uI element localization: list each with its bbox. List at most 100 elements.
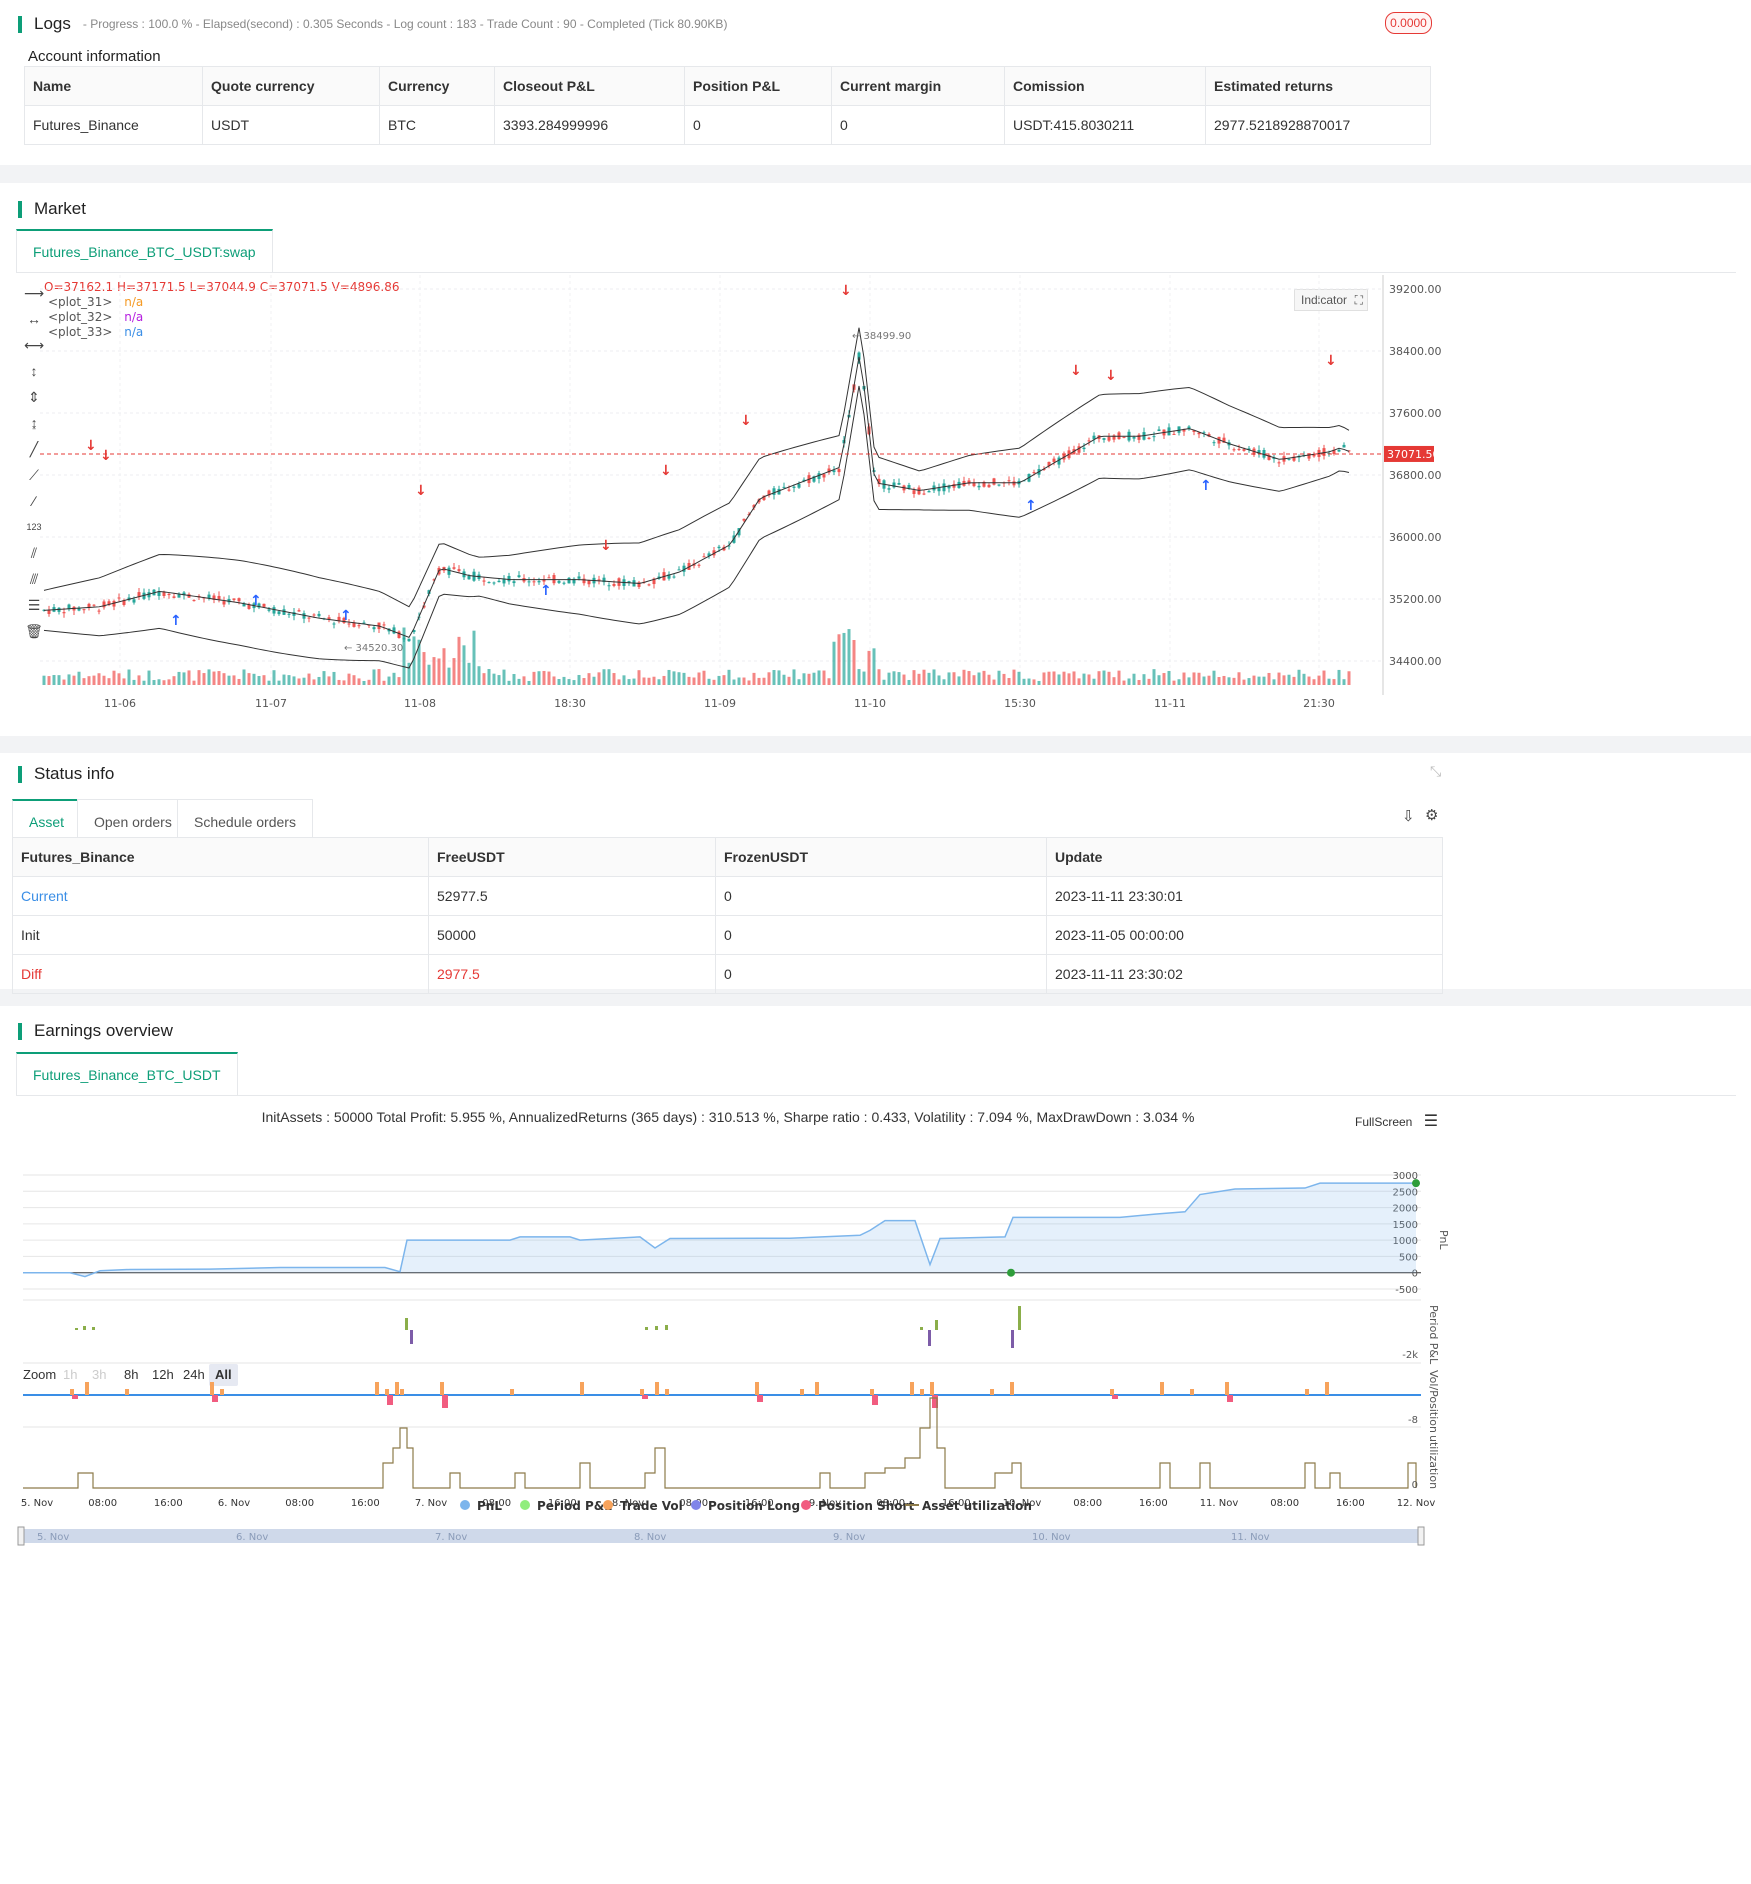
price-tick-label: 38400.00 — [1389, 345, 1442, 358]
volume-bar — [227, 675, 231, 685]
candle-body — [1007, 480, 1011, 482]
volume-bar — [592, 676, 596, 685]
vertical-ray-icon[interactable]: ↕ — [30, 363, 38, 379]
gear-icon[interactable]: ⚙ — [1425, 807, 1439, 824]
volume-bar — [342, 680, 346, 685]
volume-bar — [1307, 676, 1311, 685]
volume-bar — [932, 669, 936, 685]
volume-bar — [247, 673, 251, 685]
candle-body — [727, 545, 731, 547]
ohlc-v-label: V= — [331, 280, 350, 294]
ohlc-readout: O=37162.1 H=37171.5 L=37044.9 C=37071.5 … — [44, 280, 399, 294]
zoom-8h-button[interactable]: 8h — [124, 1367, 139, 1382]
time-tick-label: 16:00 — [1139, 1498, 1168, 1509]
time-tick-label: 08:00 — [482, 1498, 511, 1509]
tab-schedule-orders[interactable]: Schedule orders — [177, 799, 313, 843]
volume-bar — [337, 679, 341, 685]
period-pnl-bar — [410, 1330, 413, 1344]
plot-value: n/a — [124, 295, 144, 309]
fib-lines-icon[interactable]: ⫻ — [29, 571, 39, 587]
candle-body — [1152, 436, 1156, 438]
pnl-tick-label: 1000 — [1393, 1236, 1418, 1247]
volume-bar — [302, 677, 306, 685]
ray-line-icon[interactable]: ⟋ — [29, 467, 39, 483]
tab-market-symbol[interactable]: Futures_Binance_BTC_USDT:swap — [16, 229, 273, 273]
candle-body — [287, 613, 291, 615]
volume-bar — [662, 675, 666, 685]
volume-bar — [1222, 675, 1226, 685]
zoom-1h-button[interactable]: 1h — [63, 1367, 78, 1382]
tab-underline — [16, 272, 1736, 273]
logs-title-text: Logs — [34, 14, 71, 33]
tab-open-orders[interactable]: Open orders — [77, 799, 189, 843]
fullscreen-button[interactable]: FullScreen ☰ — [1355, 1111, 1438, 1131]
tab-earnings-symbol[interactable]: Futures_Binance_BTC_USDT — [16, 1052, 238, 1096]
zoom-12h-button[interactable]: 12h — [152, 1367, 174, 1382]
volume-bar — [312, 679, 316, 685]
volume-bar — [352, 675, 356, 685]
plot-legend-2: <plot_32> n/a — [48, 310, 143, 324]
legend-item: Period P&L — [537, 1499, 612, 1513]
time-tick-label: 15:30 — [1004, 697, 1036, 710]
volume-bar — [207, 669, 211, 685]
price-tick-label: 36800.00 — [1389, 469, 1442, 482]
trade-vol-bar — [510, 1389, 514, 1395]
extended-line-icon[interactable]: ∕ — [32, 493, 36, 509]
candle-body — [312, 614, 316, 616]
volume-bar — [1067, 673, 1071, 685]
volume-bar — [332, 671, 336, 685]
volume-bar — [602, 669, 606, 685]
candle-body — [832, 470, 836, 473]
candle-body — [1312, 453, 1316, 457]
collapse-icon[interactable]: ⤡ — [1430, 763, 1442, 779]
candle-body — [77, 607, 81, 611]
delete-icon[interactable]: 🗑 — [25, 623, 43, 639]
zoom-24h-button[interactable]: 24h — [183, 1367, 205, 1382]
volume-bar — [417, 639, 421, 685]
time-tick-label: 08:00 — [1270, 1498, 1299, 1509]
cell: 0 — [715, 954, 1047, 994]
parallel-channel-icon[interactable]: ⫽ — [30, 545, 38, 561]
legend-marker — [460, 1500, 470, 1510]
market-panel: Market Futures_Binance_BTC_USDT:swap ⟶ ↔… — [0, 183, 1751, 736]
volume-bar — [827, 678, 831, 685]
horizontal-segment-icon[interactable]: ⟷ — [24, 337, 45, 353]
download-icon[interactable]: ⇩ — [1402, 808, 1415, 825]
menu-icon[interactable]: ☰ — [1423, 1113, 1439, 1130]
col-name: Name — [24, 66, 203, 106]
candle-body — [192, 600, 196, 602]
trade-vol-bar — [125, 1389, 129, 1395]
trade-vol-bar — [210, 1382, 214, 1395]
horizontal-ray-icon[interactable]: ⟶ — [24, 285, 45, 301]
volume-bar — [942, 679, 946, 685]
volume-bar — [727, 669, 731, 685]
earnings-chart[interactable]: 3000 2500 2000 1500 1000 500 0 -500 PnL -2k Period… — [0, 1155, 1450, 1555]
volume-bar — [1127, 678, 1131, 685]
price-label-icon[interactable]: 123 — [26, 522, 42, 532]
candlestick-chart[interactable]: 39200.00 38400.00 37600.00 36800.00 36000.00… — [40, 275, 1470, 715]
navigator-label: 7. Nov — [435, 1532, 467, 1543]
horizontal-line-icon[interactable]: ↔ — [27, 311, 41, 327]
volume-bar — [192, 680, 196, 685]
volume-bar — [237, 678, 241, 685]
volume-bar — [1052, 671, 1056, 685]
trend-line-icon[interactable]: ╱ — [29, 441, 39, 457]
trade-signal-icon: ↓ — [1070, 363, 1082, 379]
trade-vol-bar — [815, 1382, 819, 1395]
candle-body — [697, 564, 701, 566]
expand-icon[interactable]: ⛶ — [1354, 293, 1363, 307]
indicator-button[interactable]: Indicator ⛶ — [1294, 289, 1368, 311]
vertical-line-icon[interactable]: ⇕ — [28, 389, 40, 405]
vertical-segment-icon[interactable]: ↨ — [30, 415, 38, 431]
row-label-current[interactable]: Current — [12, 876, 429, 916]
volume-bar — [1247, 678, 1251, 685]
candle-body — [112, 600, 116, 607]
volume-bar — [1042, 672, 1046, 685]
plot-name: <plot_31> — [48, 295, 113, 309]
volume-bar — [442, 648, 446, 685]
zoom-all-button[interactable]: All — [209, 1364, 238, 1386]
horizontal-levels-icon[interactable]: ☰ — [27, 597, 41, 613]
candle-body — [967, 480, 971, 484]
candle-body — [352, 622, 356, 627]
zoom-3h-button[interactable]: 3h — [92, 1367, 107, 1382]
